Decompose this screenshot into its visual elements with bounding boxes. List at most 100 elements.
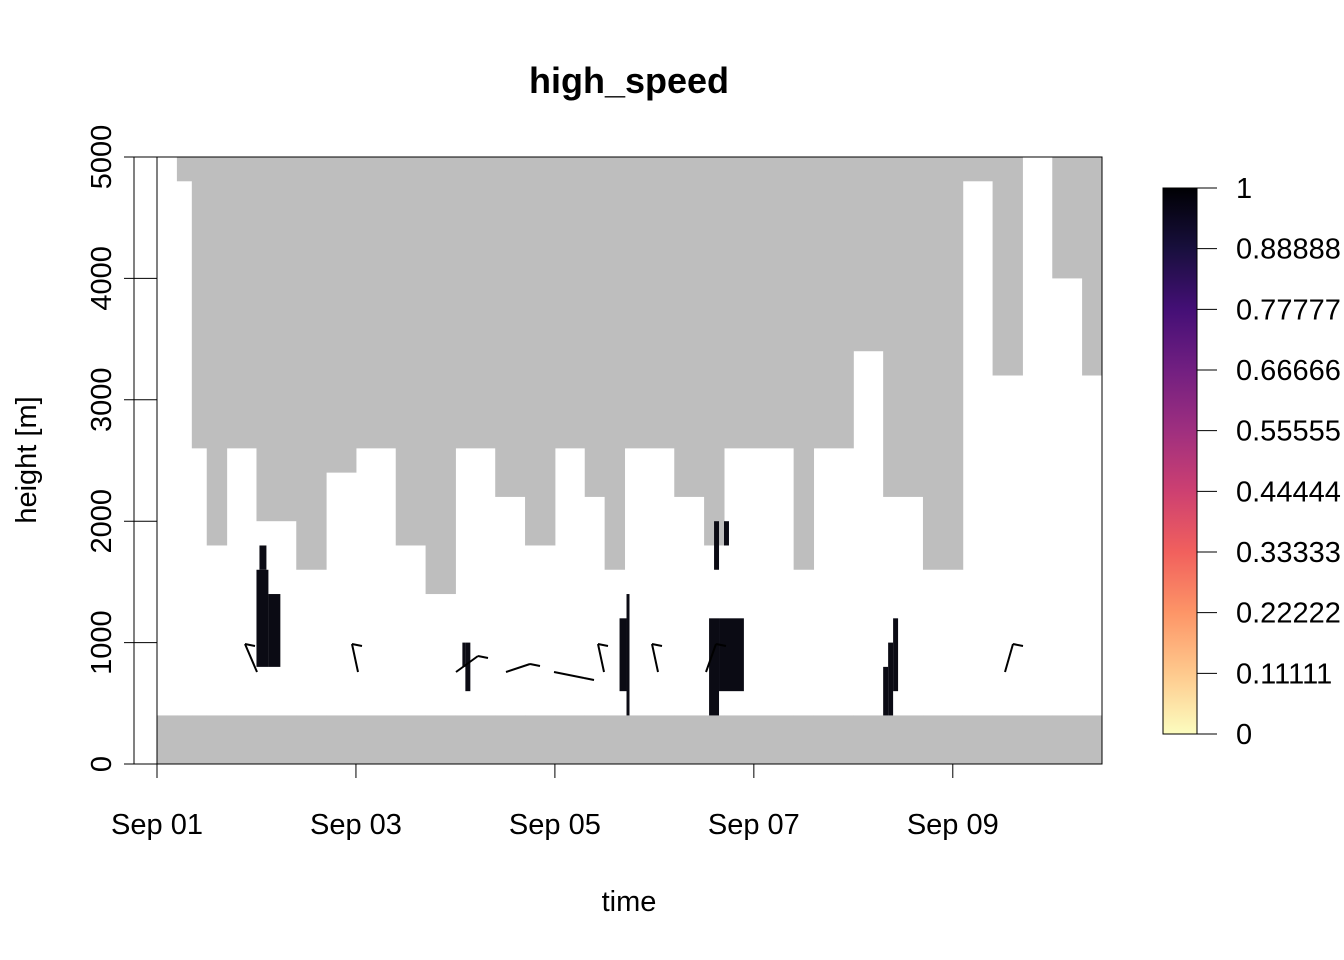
chart-title: high_speed <box>529 60 729 101</box>
missing-band-low <box>813 715 854 764</box>
colorbar-ticks: 0 0.11111 0.22222 0.33333 0.44444 0.55555 0.66… <box>1197 173 1341 751</box>
colorbar-tick-label: 0.22222 <box>1236 598 1341 630</box>
colorbar-tick-label: 0.77777 <box>1236 294 1341 326</box>
high-speed-cell <box>465 642 471 692</box>
wind-barb-shaft <box>244 643 258 673</box>
missing-band-high <box>883 157 924 497</box>
missing-band-low <box>206 715 228 764</box>
missing-band-low <box>883 715 924 764</box>
missing-band-high <box>206 157 228 546</box>
missing-band-low <box>704 715 725 764</box>
high-speed-cell <box>619 618 627 692</box>
high-speed-cell <box>259 545 267 570</box>
wind-barb-shaft <box>553 671 585 679</box>
missing-band-high <box>355 157 397 449</box>
high-speed-cell <box>893 618 899 692</box>
missing-band-low <box>425 715 456 764</box>
missing-band-high <box>962 157 994 182</box>
missing-band-low <box>395 715 427 764</box>
wind-barb-flag <box>651 643 663 647</box>
missing-band-low <box>176 715 193 764</box>
colorbar-tick-label: 0.33333 <box>1236 537 1341 569</box>
y-tick-label: 4000 <box>86 246 118 311</box>
missing-band-high <box>922 157 964 570</box>
missing-band-high <box>992 157 1023 376</box>
missing-band-low <box>554 715 586 764</box>
missing-band-low <box>992 715 1023 764</box>
wind-barbs-layer <box>244 643 1024 681</box>
wind-barb-flag <box>529 663 541 667</box>
missing-band-high <box>296 157 327 570</box>
missing-band-low <box>1022 715 1053 764</box>
wind-barb-shaft <box>1004 643 1014 673</box>
missing-band-high <box>455 157 496 449</box>
missing-band-low <box>793 715 815 764</box>
missing-band-high <box>525 157 556 546</box>
plot-area <box>156 156 1103 765</box>
colorbar-tick-label: 0.88888 <box>1236 234 1341 266</box>
wind-barb-flag <box>583 677 595 681</box>
wind-barb-flag <box>715 643 727 647</box>
wind-barb-shaft <box>455 655 479 673</box>
y-tick-label: 5000 <box>86 125 118 190</box>
missing-band-low <box>296 715 327 764</box>
colorbar-tick-label: 0.55555 <box>1236 416 1341 448</box>
wind-barb-shaft <box>651 643 659 673</box>
missing-band-high <box>584 157 606 497</box>
x-tick-label: Sep 09 <box>907 809 999 841</box>
missing-data-layer <box>157 157 1103 764</box>
missing-band-high <box>226 157 257 449</box>
missing-band-high <box>495 157 526 497</box>
wind-barb-flag <box>1012 643 1024 647</box>
y-tick-label: 1000 <box>86 610 118 675</box>
wind-barb-flag <box>597 643 609 647</box>
missing-band-low <box>256 715 297 764</box>
wind-barb-flag <box>477 655 489 659</box>
missing-band-high <box>724 157 795 449</box>
missing-band-high <box>256 157 297 522</box>
missing-band-high <box>604 157 626 570</box>
x-axis: Sep 01 Sep 03 Sep 05 Sep 07 Sep 09 <box>111 763 999 841</box>
colorbar-tick-label: 0.11111 <box>1236 658 1332 690</box>
missing-band-low <box>624 715 675 764</box>
missing-band-low <box>355 715 397 764</box>
colorbar-gradient <box>1162 187 1198 735</box>
missing-band-high <box>1082 157 1103 376</box>
high-speed-cell <box>888 642 894 716</box>
wind-barb-shaft <box>597 643 605 673</box>
high-speed-cell <box>462 642 466 667</box>
colorbar-tick-label: 0 <box>1236 719 1252 751</box>
missing-band-low <box>584 715 606 764</box>
missing-band-high <box>1052 157 1083 279</box>
high-speed-cell <box>883 666 889 716</box>
high-speed-cell <box>626 594 630 716</box>
missing-band-high <box>191 157 208 449</box>
missing-band-high <box>813 157 854 449</box>
missing-band-low <box>495 715 526 764</box>
missing-band-low <box>455 715 496 764</box>
y-tick-label: 2000 <box>86 489 118 554</box>
missing-band-low <box>1052 715 1083 764</box>
missing-band-low <box>191 715 208 764</box>
missing-band-high <box>853 157 884 352</box>
missing-band-low <box>326 715 357 764</box>
missing-band-low <box>157 715 178 764</box>
missing-band-low <box>922 715 964 764</box>
high-speed-cell <box>714 521 720 570</box>
y-tick-label: 0 <box>86 756 118 772</box>
y-tick-label: 3000 <box>86 368 118 433</box>
y-axis: 0 1000 2000 3000 4000 5000 <box>86 125 157 772</box>
missing-band-low <box>604 715 626 764</box>
wind-barb-flag <box>244 643 256 647</box>
high-speed-cell <box>709 618 720 716</box>
missing-band-low <box>226 715 257 764</box>
colorbar-tick-label: 1 <box>1236 173 1252 205</box>
colorbar-tick-label: 0.66666 <box>1236 355 1341 387</box>
missing-band-high <box>793 157 815 570</box>
x-tick-label: Sep 03 <box>310 809 402 841</box>
missing-band-high <box>554 157 586 449</box>
missing-band-low <box>1082 715 1103 764</box>
missing-band-low <box>724 715 795 764</box>
x-tick-label: Sep 01 <box>111 809 203 841</box>
x-tick-label: Sep 05 <box>509 809 601 841</box>
